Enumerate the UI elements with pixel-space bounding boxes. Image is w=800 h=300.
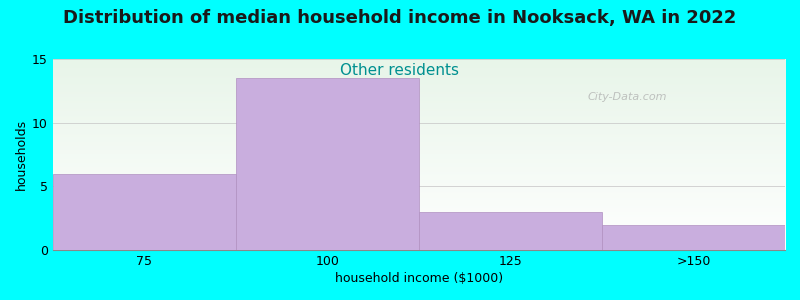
Text: City-Data.com: City-Data.com bbox=[587, 92, 667, 102]
Bar bbox=[53, 174, 236, 250]
Bar bbox=[602, 224, 785, 250]
Y-axis label: households: households bbox=[15, 119, 28, 190]
X-axis label: household income ($1000): household income ($1000) bbox=[335, 272, 503, 285]
Bar bbox=[419, 212, 602, 250]
Text: Distribution of median household income in Nooksack, WA in 2022: Distribution of median household income … bbox=[63, 9, 737, 27]
Text: Other residents: Other residents bbox=[341, 63, 459, 78]
Bar bbox=[236, 78, 419, 250]
